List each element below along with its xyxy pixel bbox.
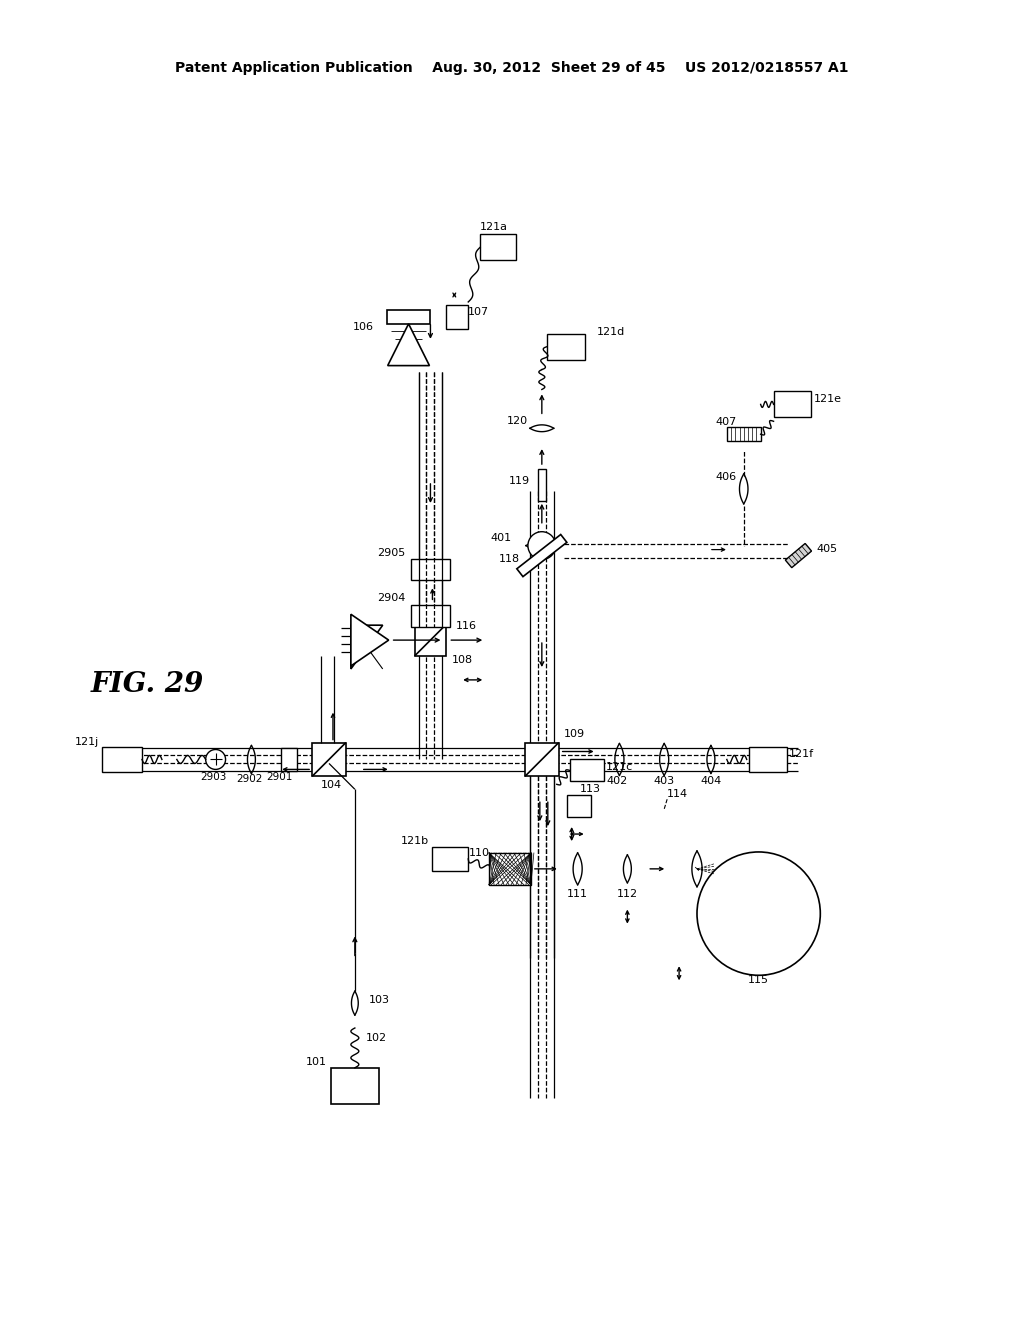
Bar [411,606,451,627]
Text: 112: 112 [616,888,638,899]
Text: 121c: 121c [605,763,633,772]
Bar [749,747,786,772]
Text: 121f: 121f [788,750,814,759]
Text: 2904: 2904 [377,593,406,603]
Polygon shape [517,535,567,577]
Text: 406: 406 [716,473,737,482]
Text: 118: 118 [499,553,520,564]
Text: 110: 110 [469,847,490,858]
Bar [432,847,468,871]
Text: 115: 115 [749,975,769,985]
Bar [387,310,430,323]
Bar [282,747,297,771]
Text: 114: 114 [668,789,688,800]
Bar [547,334,585,359]
Bar [538,469,546,500]
Bar [566,795,591,817]
Bar [411,558,451,581]
Text: 121b: 121b [400,836,428,846]
Text: 402: 402 [607,776,628,787]
Bar [102,747,142,772]
Text: 121d: 121d [597,327,625,337]
Text: 121a: 121a [480,222,508,232]
Text: 111: 111 [567,888,588,899]
Circle shape [697,851,820,975]
Bar [489,853,530,884]
Bar [525,743,559,776]
Text: 2905: 2905 [377,548,406,557]
Text: 119: 119 [509,477,529,486]
Bar [312,743,346,776]
Text: 403: 403 [653,776,675,787]
Text: 121e: 121e [813,395,842,404]
Bar [480,235,516,260]
Circle shape [206,750,225,770]
Polygon shape [351,626,383,669]
Polygon shape [351,614,389,667]
Text: 404: 404 [700,776,722,787]
Bar [569,759,603,781]
Text: 401: 401 [490,533,512,543]
Text: 113: 113 [580,784,601,795]
Text: 106: 106 [352,322,374,331]
Text: Patent Application Publication    Aug. 30, 2012  Sheet 29 of 45    US 2012/02185: Patent Application Publication Aug. 30, … [175,61,849,75]
Bar [446,305,468,329]
Text: 121j: 121j [75,737,99,747]
Text: 2903: 2903 [201,772,226,783]
Text: 102: 102 [366,1034,387,1043]
Bar [727,428,761,441]
Polygon shape [388,323,429,366]
Text: 108: 108 [453,655,473,665]
Text: 101: 101 [306,1057,327,1067]
Text: FIG. 29: FIG. 29 [90,672,204,698]
Polygon shape [785,544,812,568]
Text: 407: 407 [716,417,737,428]
Text: 2902: 2902 [237,775,262,784]
Text: 2901: 2901 [266,772,293,783]
Text: 405: 405 [816,544,838,553]
Text: 109: 109 [564,729,585,739]
Text: 103: 103 [369,995,390,1005]
Text: 120: 120 [507,416,528,426]
Bar [773,392,811,417]
Text: 116: 116 [456,622,477,631]
Text: 104: 104 [321,780,342,791]
Bar [415,624,446,656]
Text: 107: 107 [468,306,489,317]
Bar [331,1068,379,1104]
Circle shape [528,532,556,560]
